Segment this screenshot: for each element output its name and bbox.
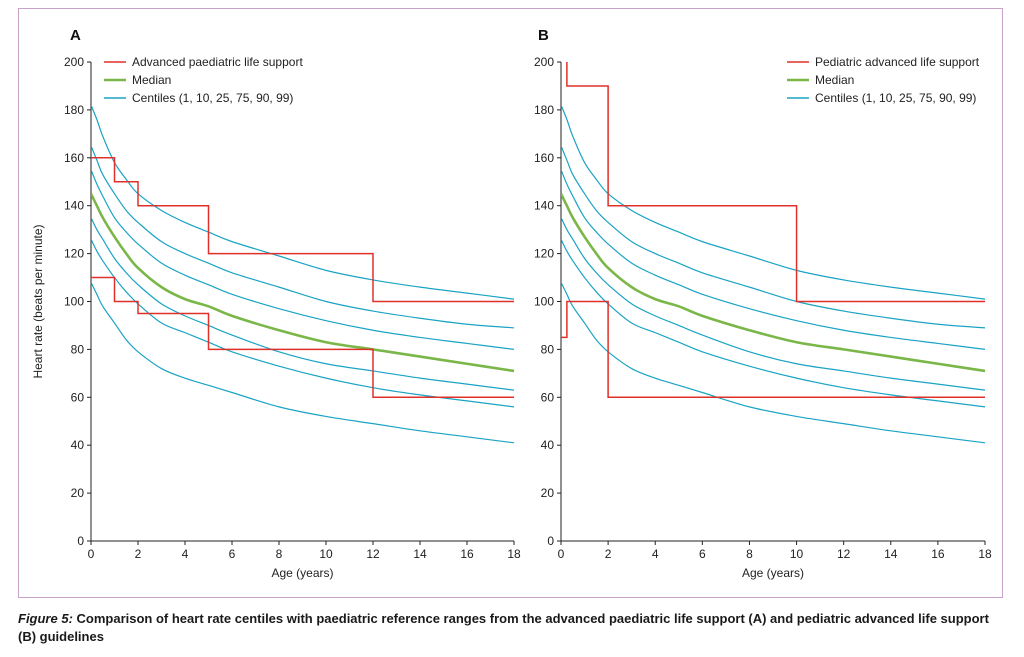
figure-caption: Figure 5: Comparison of heart rate centi… — [18, 610, 1003, 646]
legend-label-guideline: Pediatric advanced life support — [815, 55, 980, 69]
x-tick-label: 4 — [182, 547, 189, 561]
x-tick-label: 12 — [366, 547, 380, 561]
y-tick-label: 100 — [534, 295, 554, 309]
x-tick-label: 0 — [558, 547, 565, 561]
centile-line — [561, 282, 986, 444]
y-tick-label: 40 — [71, 438, 85, 452]
guideline-lower-line — [91, 276, 514, 399]
legend-label-centile: Centiles (1, 10, 25, 75, 90, 99) — [815, 91, 976, 105]
x-tick-label: 8 — [746, 547, 753, 561]
centile-line — [561, 145, 986, 329]
x-tick-label: 4 — [652, 547, 659, 561]
panel-a: 0 20 40 60 80 100 120 140 160 180 200 0 2 4 6 8 10 12 14 16… — [31, 27, 521, 580]
plot-area — [91, 104, 515, 444]
centile-line — [561, 169, 986, 350]
x-tick-label: 16 — [460, 547, 474, 561]
y-tick-label: 60 — [541, 390, 555, 404]
x-axis-label: Age (years) — [742, 566, 804, 580]
y-tick-label: 160 — [534, 151, 554, 165]
x-tick-label: 2 — [605, 547, 612, 561]
y-tick-label: 180 — [534, 103, 554, 117]
caption-label: Figure 5: — [18, 611, 73, 626]
legend: Advanced paediatric life support Median Ce… — [104, 55, 303, 105]
y-tick-label: 60 — [71, 390, 85, 404]
x-tick-label: 12 — [837, 547, 851, 561]
y-tick-label: 0 — [77, 534, 84, 548]
x-tick-label: 18 — [507, 547, 521, 561]
centile-line — [91, 217, 515, 391]
guideline-upper-line — [566, 62, 985, 303]
y-tick-label: 80 — [541, 342, 555, 356]
y-tick-label: 20 — [541, 486, 555, 500]
y-tick-label: 100 — [64, 295, 84, 309]
x-tick-label: 18 — [978, 547, 992, 561]
y-tick-label: 140 — [64, 199, 84, 213]
x-tick-label: 10 — [790, 547, 804, 561]
plot-area — [561, 62, 986, 444]
y-tick-label: 140 — [534, 199, 554, 213]
median-line — [91, 193, 515, 373]
guideline-lower-line — [561, 300, 985, 399]
centile-line — [91, 169, 515, 350]
x-tick-label: 0 — [88, 547, 95, 561]
x-tick-label: 14 — [413, 547, 427, 561]
x-axis-label: Age (years) — [271, 566, 333, 580]
y-tick-label: 180 — [64, 103, 84, 117]
caption-text: Comparison of heart rate centiles with p… — [18, 611, 989, 644]
panel-b: 0 20 40 60 80 100 120 140 160 180 200 0 2 4 6 8 10 12 14 16… — [534, 27, 992, 580]
centile-line — [561, 104, 986, 300]
x-tick-label: 14 — [884, 547, 898, 561]
legend-label-guideline: Advanced paediatric life support — [132, 55, 303, 69]
y-tick-label: 200 — [534, 55, 554, 69]
x-tick-label: 6 — [699, 547, 706, 561]
x-tick-label: 8 — [276, 547, 283, 561]
centile-line — [91, 104, 515, 300]
centile-line — [561, 238, 986, 408]
y-tick-label: 80 — [71, 342, 85, 356]
panel-label: B — [538, 27, 549, 44]
y-tick-label: 40 — [541, 438, 555, 452]
centile-line — [91, 238, 515, 408]
y-tick-label: 120 — [534, 247, 554, 261]
y-tick-label: 200 — [64, 55, 84, 69]
x-tick-label: 6 — [229, 547, 236, 561]
x-tick-label: 16 — [931, 547, 945, 561]
y-tick-label: 160 — [64, 151, 84, 165]
legend-label-centile: Centiles (1, 10, 25, 75, 90, 99) — [132, 91, 293, 105]
panel-label: A — [70, 27, 81, 44]
centile-line — [91, 145, 515, 329]
y-tick-label: 0 — [547, 534, 554, 548]
median-line — [561, 193, 986, 373]
y-tick-label: 20 — [71, 486, 85, 500]
x-tick-label: 2 — [135, 547, 142, 561]
legend-label-median: Median — [815, 73, 854, 87]
y-axis-label: Heart rate (beats per minute) — [31, 224, 45, 378]
figure-frame — [18, 8, 1003, 598]
y-tick-label: 120 — [64, 247, 84, 261]
centile-line — [561, 217, 986, 391]
centile-line — [91, 282, 515, 444]
x-tick-label: 10 — [319, 547, 333, 561]
legend-label-median: Median — [132, 73, 171, 87]
legend: Pediatric advanced life support Median Cen… — [787, 55, 980, 105]
guideline-upper-line — [91, 157, 514, 303]
